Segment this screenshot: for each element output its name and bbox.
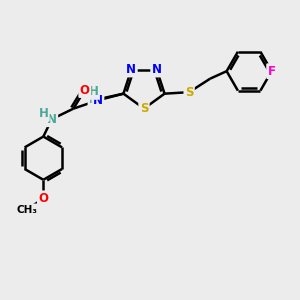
Text: H: H (89, 93, 99, 106)
Text: CH₃: CH₃ (16, 205, 38, 215)
Text: O: O (80, 84, 90, 97)
Text: F: F (268, 65, 276, 78)
Text: N: N (47, 113, 57, 126)
Text: N: N (126, 63, 136, 76)
Text: S: S (185, 86, 194, 99)
Text: H: H (38, 107, 48, 120)
Text: S: S (140, 102, 148, 115)
Text: N: N (152, 63, 162, 76)
Text: H: H (88, 85, 98, 98)
Text: N: N (93, 94, 103, 107)
Text: O: O (38, 192, 48, 205)
